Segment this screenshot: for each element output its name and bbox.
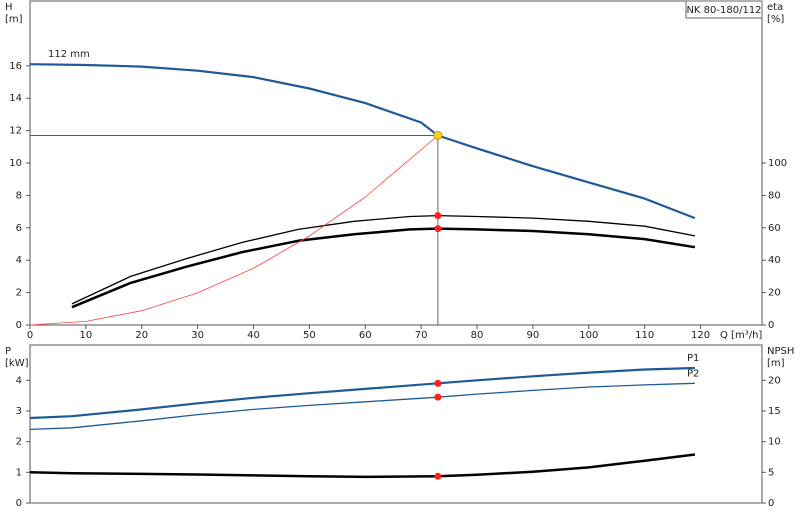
x-tick-label: 100: [579, 330, 598, 341]
x-tick-label: 40: [247, 330, 260, 341]
x-tick-label: 70: [415, 330, 428, 341]
y2-tick-label: 80: [768, 190, 781, 201]
x-axis-label: Q [m³/h]: [720, 330, 762, 341]
y2-tick-label: 100: [768, 158, 787, 169]
y-axis-label: H: [5, 2, 13, 13]
y-tick-label: 2: [16, 288, 22, 299]
marker: [434, 379, 442, 387]
y-tick-label: 4: [16, 375, 22, 386]
operating-point: [433, 130, 443, 140]
y-tick-label: 10: [9, 158, 22, 169]
series-label: 112 mm: [48, 49, 90, 60]
y2-tick-label: 5: [768, 467, 774, 478]
x-tick-label: 0: [27, 330, 33, 341]
x-tick-label: 10: [80, 330, 93, 341]
y-tick-label: 0: [16, 320, 22, 331]
y2-tick-label: 0: [768, 498, 774, 509]
curve: [29, 366, 695, 420]
curve: [29, 382, 695, 431]
y2-tick-label: 15: [768, 406, 781, 417]
y-tick-label: 2: [16, 437, 22, 448]
y-tick-label: 4: [16, 255, 22, 266]
series-label: P1: [687, 353, 699, 364]
y2-axis-unit: [m]: [767, 358, 785, 369]
y2-tick-label: 10: [768, 437, 781, 448]
y2-tick-label: 60: [768, 223, 781, 234]
y-tick-label: 14: [9, 93, 22, 104]
plot-frame: [29, 344, 763, 504]
x-tick-label: 20: [135, 330, 148, 341]
y2-axis-label: eta: [767, 2, 783, 13]
y2-tick-label: 40: [768, 255, 781, 266]
y2-tick-label: 0: [768, 320, 774, 331]
y-tick-label: 8: [16, 190, 22, 201]
y-tick-label: 6: [16, 223, 22, 234]
x-tick-label: 90: [527, 330, 540, 341]
marker: [434, 225, 442, 233]
x-tick-label: 30: [191, 330, 204, 341]
y-tick-label: 0: [16, 498, 22, 509]
curve: [29, 135, 439, 326]
y2-tick-label: 20: [768, 288, 781, 299]
x-tick-label: 50: [303, 330, 316, 341]
y-axis-label: P: [5, 346, 11, 357]
y-tick-label: 1: [16, 467, 22, 478]
y-axis-unit: [kW]: [5, 358, 29, 369]
marker: [434, 393, 442, 401]
chart-title: NK 80-180/112: [686, 5, 761, 16]
series-label: P2: [687, 368, 699, 379]
x-tick-label: 60: [359, 330, 372, 341]
curve: [29, 63, 696, 220]
title-box: [685, 0, 763, 19]
y-tick-label: 12: [9, 126, 22, 137]
marker: [434, 472, 442, 480]
y2-axis-unit: [%]: [767, 14, 784, 25]
y2-axis-label: NPSH: [767, 346, 794, 357]
x-tick-label: 120: [691, 330, 710, 341]
y-tick-label: 3: [16, 406, 22, 417]
curve: [29, 453, 696, 479]
x-tick-label: 110: [635, 330, 654, 341]
marker: [434, 212, 442, 220]
y2-tick-label: 20: [768, 375, 781, 386]
y-axis-unit: [m]: [5, 14, 23, 25]
curve: [71, 227, 696, 309]
plot-frame: [29, 0, 763, 326]
curve: [71, 214, 696, 305]
y-tick-label: 16: [9, 61, 22, 72]
x-tick-label: 80: [471, 330, 484, 341]
